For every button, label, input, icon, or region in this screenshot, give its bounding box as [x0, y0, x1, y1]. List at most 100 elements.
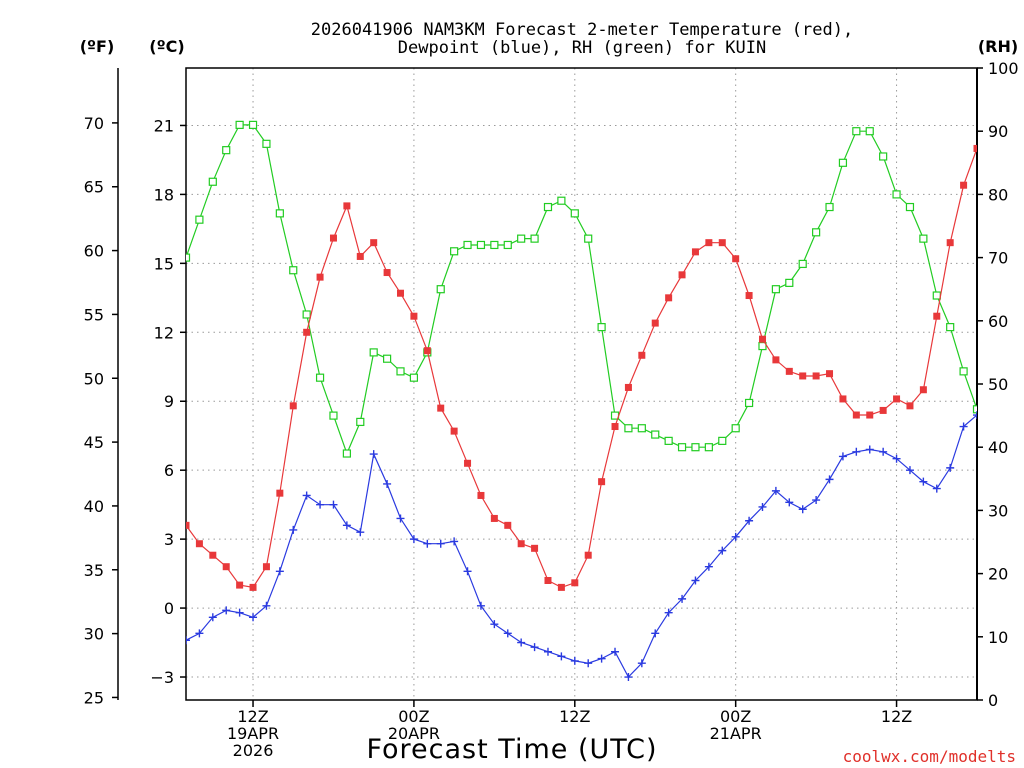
series-layer	[186, 120, 1008, 682]
temperature-point	[343, 202, 351, 210]
celsius-tick-label: 6	[164, 461, 174, 480]
dewpoint-point	[611, 647, 620, 656]
rh-point	[637, 424, 646, 433]
temperature-point	[397, 289, 405, 297]
rh-point	[879, 152, 888, 161]
dewpoint-point	[691, 576, 700, 585]
temperature-point	[356, 252, 364, 260]
rh-point	[838, 158, 848, 167]
rh-point	[235, 120, 244, 129]
gridlines	[186, 68, 977, 700]
dewpoint-point	[798, 505, 807, 514]
temperature-point	[893, 395, 901, 403]
dewpoint-point	[892, 454, 901, 463]
temperature-point	[839, 395, 847, 403]
celsius-tick-label: 9	[164, 392, 174, 411]
rh-point	[186, 253, 191, 262]
temperature-point	[477, 491, 485, 499]
temperature-point	[705, 239, 713, 247]
celsius-unit-label: (ºC)	[149, 37, 184, 56]
dewpoint-point	[463, 567, 472, 576]
temperature-point	[303, 328, 311, 336]
dewpoint-point	[664, 608, 673, 617]
rh-point	[972, 405, 977, 414]
celsius-tick-label: −3	[150, 668, 174, 687]
dewpoint-point	[490, 620, 499, 629]
dewpoint-point	[745, 516, 754, 525]
temperature-point	[799, 372, 807, 380]
rh-point	[517, 234, 526, 243]
celsius-tick-label: 15	[154, 254, 174, 273]
fahrenheit-tick-label: 35	[84, 561, 104, 580]
temperature-point	[329, 234, 337, 242]
temperature-point	[651, 319, 659, 327]
dewpoint-point	[186, 636, 190, 645]
rh-point	[557, 196, 566, 205]
dewpoint-point	[222, 606, 231, 615]
rh-point	[302, 310, 311, 319]
rh-point	[503, 240, 512, 250]
rh-point	[892, 190, 901, 199]
rh-point	[450, 247, 459, 256]
rh-point	[195, 215, 204, 224]
rh-tick-label: 50	[988, 375, 1008, 394]
dewpoint-point	[262, 601, 271, 610]
fahrenheit-axis: 25 30 35 40 45 50 55 60 65 70	[84, 114, 118, 707]
temperature-point	[249, 583, 257, 591]
dewpoint-point	[959, 422, 968, 431]
temperature-point	[732, 255, 740, 263]
rh-point	[1000, 418, 1007, 425]
dewpoint-point	[249, 613, 258, 622]
dewpoint-point	[865, 445, 874, 454]
temperature-point	[946, 239, 954, 247]
temperature-point	[758, 335, 766, 343]
celsius-axis: −3 0 3 6 9 12 15 18 21	[150, 116, 186, 687]
temperature-point	[316, 273, 324, 281]
temperature-point	[745, 292, 753, 300]
rh-tick-label: 20	[988, 565, 1008, 584]
celsius-tick-label: 3	[164, 530, 174, 549]
dewpoint-point	[919, 477, 928, 486]
temperature-point	[611, 423, 619, 431]
rh-point	[275, 209, 284, 218]
temperature-point	[450, 427, 458, 435]
temperature-point	[517, 540, 525, 548]
rh-point	[664, 436, 673, 445]
series-dewpoint	[186, 400, 1008, 682]
temperature-point	[531, 544, 539, 552]
temperature-point	[423, 347, 431, 355]
temperature-point	[557, 583, 565, 591]
dewpoint-point	[932, 484, 941, 493]
dewpoint-point	[986, 416, 994, 424]
celsius-tick-label: 12	[154, 323, 174, 342]
temperature-point	[678, 271, 686, 279]
rh-point	[356, 417, 365, 427]
dewpoint-point	[704, 562, 713, 571]
temperature-point	[665, 294, 673, 302]
dewpoint-point	[423, 539, 432, 548]
fahrenheit-tick-label: 25	[84, 688, 104, 707]
rh-point	[718, 436, 727, 445]
temperature-point	[960, 181, 968, 189]
temperature-point	[504, 521, 512, 529]
temperature-point	[772, 356, 780, 364]
rh-point	[476, 240, 486, 250]
temperature-point	[186, 521, 190, 529]
dewpoint-point	[1000, 400, 1008, 408]
rh-point	[570, 209, 579, 218]
temperature-point	[718, 239, 726, 247]
rh-point	[396, 367, 405, 376]
dewpoint-point	[570, 656, 579, 665]
time-tick-label: 12Z	[881, 707, 912, 726]
temperature-point	[544, 576, 552, 584]
dewpoint-point	[852, 447, 861, 456]
dewpoint-point	[946, 463, 955, 472]
time-tick-label: 19APR	[227, 724, 279, 743]
rh-point	[852, 127, 861, 136]
dewpoint-point	[369, 450, 378, 459]
dewpoint-point	[436, 539, 445, 548]
rh-point	[383, 354, 392, 363]
dewpoint-point	[637, 659, 646, 668]
time-tick-label: 12Z	[559, 707, 590, 726]
